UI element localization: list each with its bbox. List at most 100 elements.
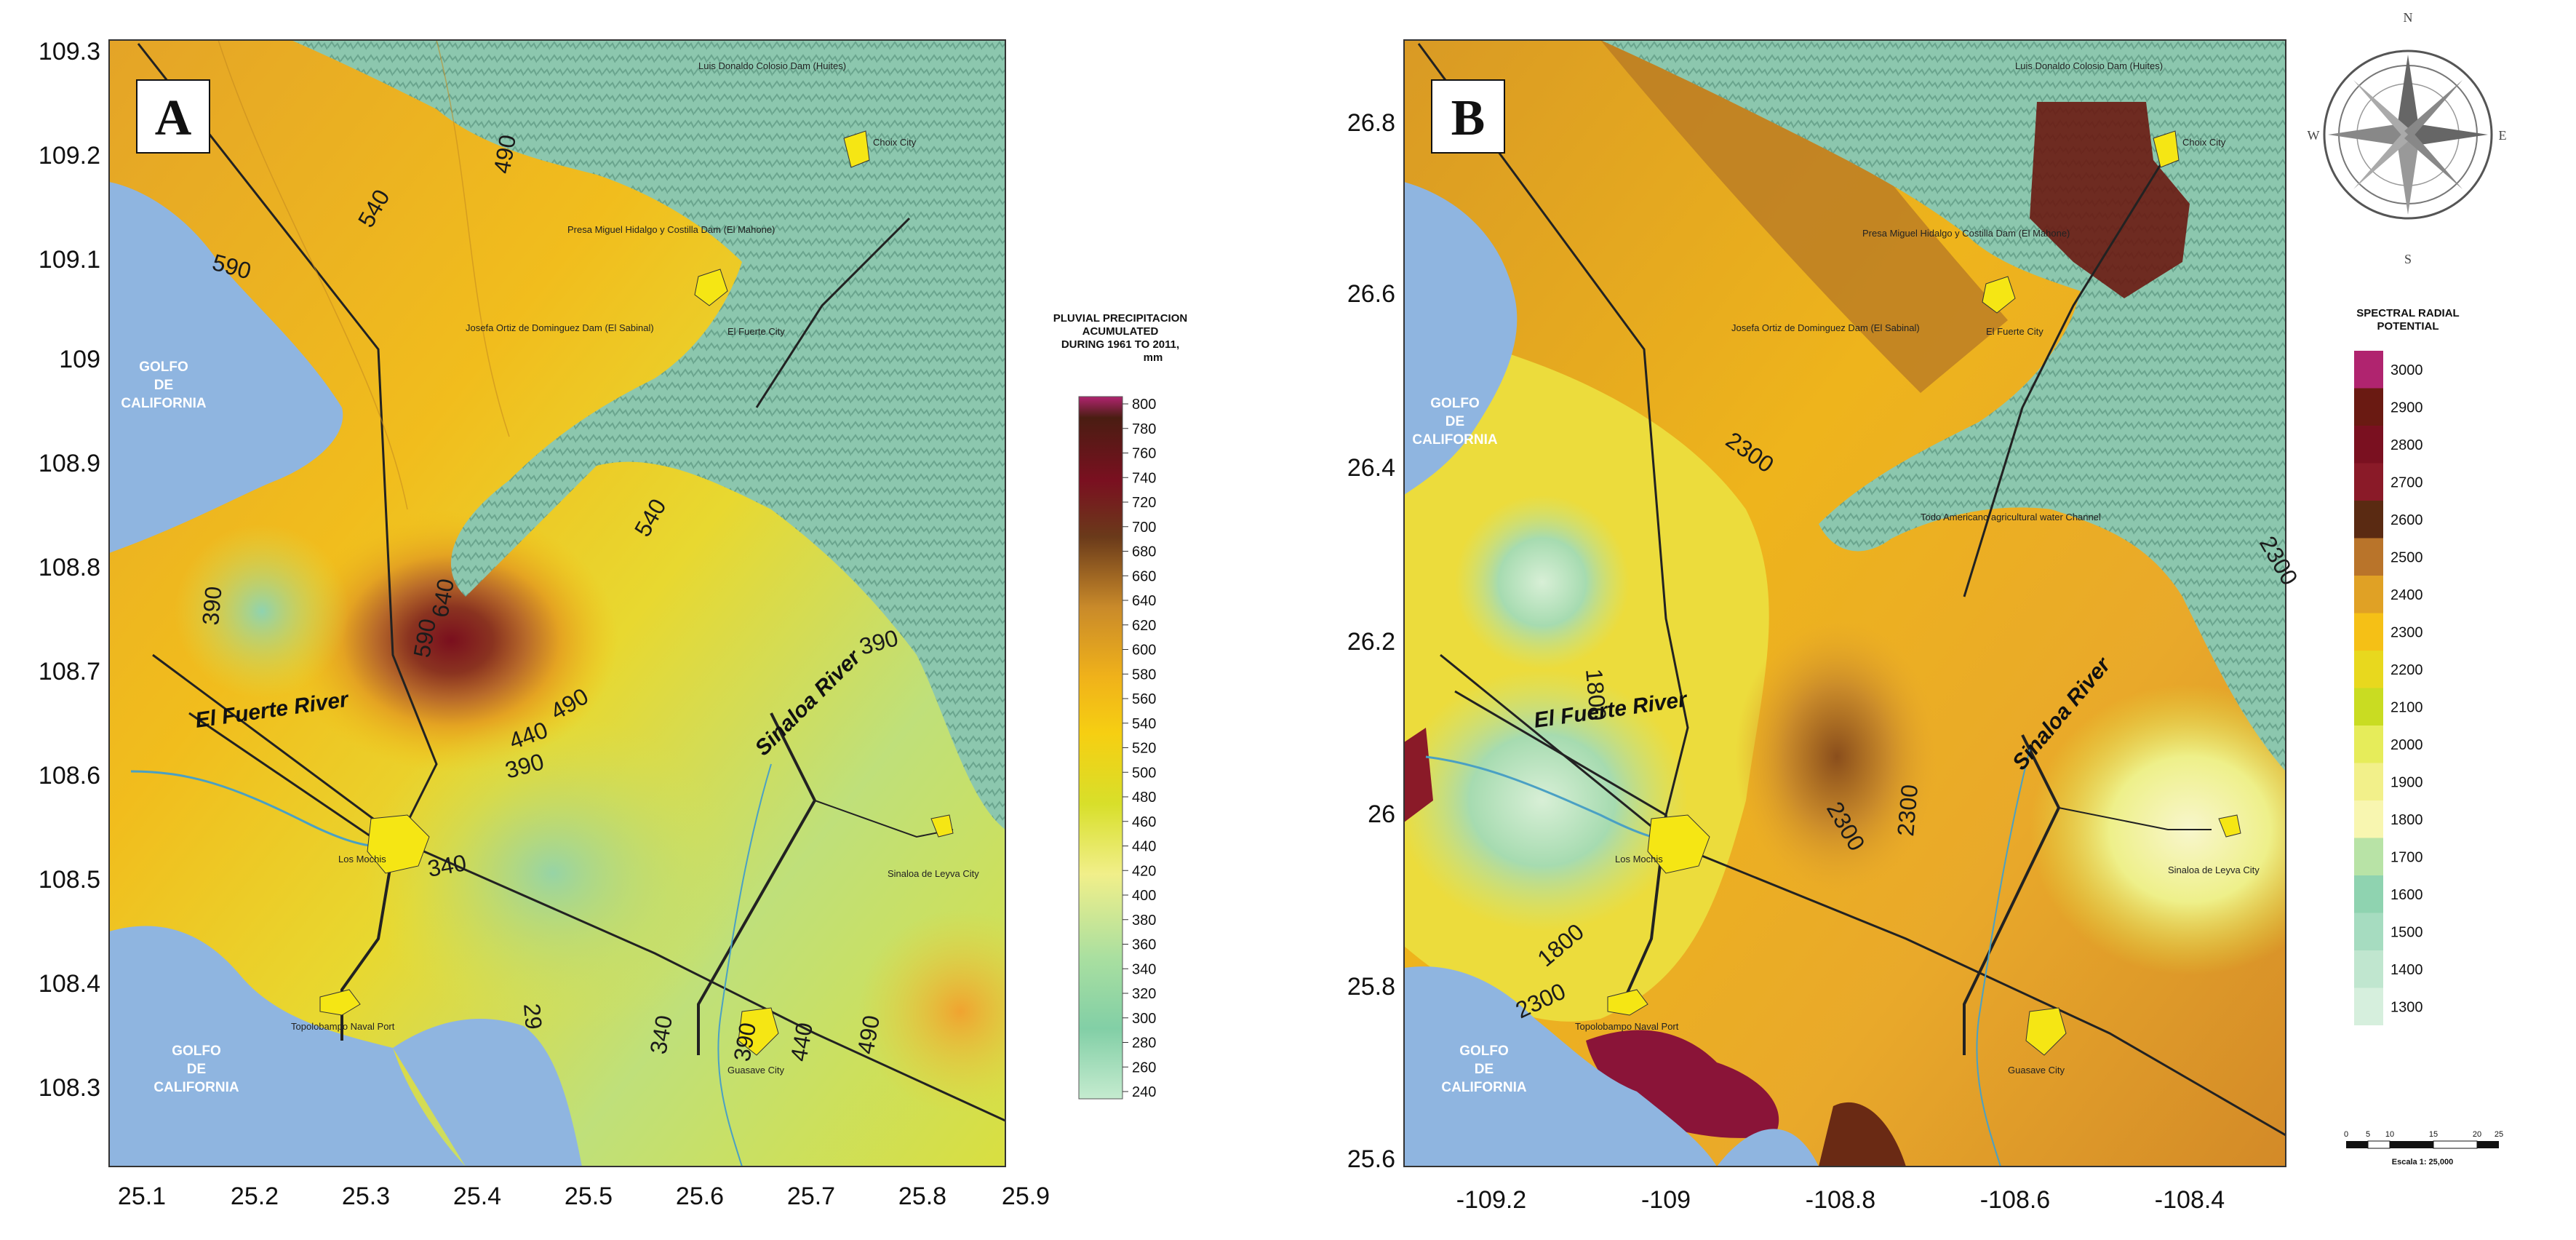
city-choix xyxy=(843,130,870,168)
legend-swatch xyxy=(2354,426,2383,464)
legend-tick-label: 640 xyxy=(1132,593,1156,609)
place-label-topolobampo: Topolobampo Naval Port xyxy=(1575,1021,1679,1032)
city-sinaloa-de-leyva xyxy=(930,814,954,838)
svg-text:GOLFO: GOLFO xyxy=(1459,1044,1509,1059)
compass-rose: N S W E xyxy=(2308,10,2507,266)
y-axis-ticks: 26.8 26.6 26.4 26.2 26 25.8 25.6 xyxy=(1347,109,1395,1173)
panel-letter-box xyxy=(1431,79,1505,154)
legend-tick-label: 480 xyxy=(1132,790,1156,806)
legend-tick-label: 2600 xyxy=(2390,512,2423,528)
scale-tick: 25 xyxy=(2495,1130,2503,1139)
gulf-of-california-north xyxy=(1404,182,1518,495)
place-label-el-fuerte: El Fuerte City xyxy=(1986,326,2043,337)
compass-label-n: N xyxy=(2404,10,2413,25)
svg-text:DE: DE xyxy=(154,378,173,393)
legend-tick-label: 660 xyxy=(1132,568,1156,584)
legend-swatch xyxy=(2354,726,2383,763)
x-tick-label: 25.1 xyxy=(118,1183,166,1210)
legend-tick-label: 2700 xyxy=(2390,474,2423,490)
x-tick-label: 25.8 xyxy=(898,1183,946,1210)
legend-swatch xyxy=(2354,613,2383,651)
legend-swatch xyxy=(2354,538,2383,576)
panel-letter-box xyxy=(136,79,210,154)
legend-tick-label: 2500 xyxy=(2390,549,2423,565)
x-tick-label: 25.7 xyxy=(787,1183,835,1210)
place-label-canal: Todo Americano agricultural water Channe… xyxy=(1921,512,2101,522)
legend-swatch xyxy=(2354,913,2383,950)
legend-swatch xyxy=(2354,576,2383,613)
scale-tick: 20 xyxy=(2473,1130,2481,1139)
legend-tick-label: 740 xyxy=(1132,470,1156,486)
legend-tick-label: 780 xyxy=(1132,421,1156,437)
svg-text:DE: DE xyxy=(187,1062,206,1077)
y-tick-label: 25.8 xyxy=(1347,973,1395,1001)
svg-text:CALIFORNIA: CALIFORNIA xyxy=(1441,1080,1526,1095)
legend-swatch xyxy=(2354,800,2383,838)
legend-tick-label: 2000 xyxy=(2390,737,2423,753)
x-tick-label: 25.5 xyxy=(565,1183,613,1210)
panel-letter: A xyxy=(155,90,192,146)
legend-tick-label: 1300 xyxy=(2390,999,2423,1015)
svg-text:CALIFORNIA: CALIFORNIA xyxy=(121,396,206,411)
y-tick-label: 108.4 xyxy=(39,970,100,998)
place-label-guasave: Guasave City xyxy=(727,1065,785,1076)
city-el-fuerte xyxy=(694,269,728,306)
legend-swatch xyxy=(2354,688,2383,726)
compass-label-s: S xyxy=(2404,252,2412,266)
svg-text:GOLFO: GOLFO xyxy=(1430,396,1480,411)
legend-swatch xyxy=(2354,351,2383,389)
contour-label: 390 xyxy=(197,585,227,626)
x-tick-label: -108.4 xyxy=(2155,1186,2225,1214)
x-axis-ticks: -109.2 -109 -108.8 -108.6 -108.4 xyxy=(1456,1186,2225,1214)
place-label-sabinal-dam: Josefa Ortiz de Dominguez Dam (El Sabina… xyxy=(466,322,654,333)
legend-tick-label: 680 xyxy=(1132,544,1156,560)
legend-spectral-radial-potential: SPECTRAL RADIAL POTENTIAL 3000 2900 2800 27… xyxy=(2354,307,2460,1025)
compass-label-w: W xyxy=(2308,128,2320,143)
sea-label-north: GOLFO DE CALIFORNIA xyxy=(1412,396,1497,448)
city-topolobampo xyxy=(1607,989,1648,1016)
y-axis-ticks: 109.3 109.2 109.1 109 108.9 108.8 108.7 … xyxy=(39,38,100,1102)
legend-swatch xyxy=(2354,388,2383,426)
city-guasave xyxy=(738,1007,779,1056)
y-tick-label: 109.2 xyxy=(39,142,100,170)
place-label-sinaloa-de-leyva: Sinaloa de Leyva City xyxy=(2168,865,2260,875)
contour-label: 1800 xyxy=(1581,667,1611,721)
city-guasave xyxy=(2025,1007,2067,1056)
y-tick-label: 108.5 xyxy=(39,866,100,894)
legend-tick-label: 1800 xyxy=(2390,812,2423,828)
place-label-sabinal-dam: Josefa Ortiz de Dominguez Dam (El Sabina… xyxy=(1731,322,1920,333)
gulf-of-california-south xyxy=(1404,966,1717,1167)
legend-tick-label: 460 xyxy=(1132,814,1156,830)
legend-title-line: DURING 1961 TO 2011, xyxy=(1061,338,1179,351)
panel-a-map: A 109.3 109.2 109.1 109 108.9 108.8 108.… xyxy=(39,38,1187,1210)
x-tick-label: 25.2 xyxy=(231,1183,279,1210)
place-label-el-fuerte: El Fuerte City xyxy=(727,326,785,337)
legend-tick-label: 2900 xyxy=(2390,400,2423,416)
y-tick-label: 109.3 xyxy=(39,38,100,65)
legend-tick-label: 580 xyxy=(1132,667,1156,683)
place-label-guasave: Guasave City xyxy=(2008,1065,2065,1076)
x-tick-label: 25.9 xyxy=(1002,1183,1050,1210)
legend-tick-label: 2300 xyxy=(2390,624,2423,640)
potential-pale-zone xyxy=(2030,684,2286,975)
road-network xyxy=(1417,43,1689,817)
legend-title-line: SPECTRAL RADIAL xyxy=(2356,307,2459,319)
city-topolobampo xyxy=(319,989,361,1016)
legend-tick-label: 3000 xyxy=(2390,362,2423,378)
x-tick-label: -109.2 xyxy=(1456,1186,1526,1214)
legend-tick-label: 720 xyxy=(1132,495,1156,511)
legend-precipitation: PLUVIAL PRECIPITACION ACUMULATED DURING … xyxy=(1053,312,1187,1100)
legend-swatch xyxy=(2354,463,2383,501)
place-label-sinaloa-de-leyva: Sinaloa de Leyva City xyxy=(888,868,979,879)
x-axis-ticks: 25.1 25.2 25.3 25.4 25.5 25.6 25.7 25.8 … xyxy=(118,1183,1050,1210)
legend-tick-label: 340 xyxy=(1132,961,1156,977)
potential-low-zone xyxy=(1404,669,1688,931)
precipitation-local-high xyxy=(858,910,1005,1113)
svg-text:GOLFO: GOLFO xyxy=(139,359,188,375)
compass-needle-north xyxy=(2397,55,2419,135)
legend-tick-label: 380 xyxy=(1132,913,1156,929)
contour-label: 29 xyxy=(519,1002,547,1030)
svg-text:CALIFORNIA: CALIFORNIA xyxy=(1412,432,1497,448)
legend-title-line: POTENTIAL xyxy=(2377,320,2439,333)
